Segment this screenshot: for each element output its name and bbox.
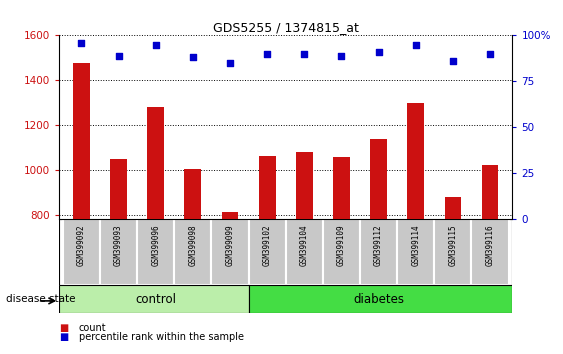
Bar	[482, 165, 498, 219]
Text: disease state: disease state	[6, 294, 75, 304]
Text: GSM399096: GSM399096	[151, 225, 160, 266]
Bar	[471, 219, 508, 285]
Text: GSM399099: GSM399099	[226, 225, 235, 266]
Bar	[222, 212, 238, 219]
Bar	[333, 156, 350, 219]
Bar	[296, 152, 312, 219]
Point	[411, 42, 420, 47]
Text: GSM399104: GSM399104	[300, 225, 309, 266]
Bar	[100, 219, 137, 285]
Bar	[148, 107, 164, 219]
Text: control: control	[135, 293, 176, 306]
Point	[114, 53, 123, 58]
Bar	[408, 103, 424, 219]
Text: GSM399116: GSM399116	[485, 225, 494, 266]
Bar	[249, 219, 286, 285]
Point	[77, 40, 86, 46]
Point	[263, 51, 272, 57]
Text: GSM399102: GSM399102	[263, 225, 272, 266]
Text: GSM399093: GSM399093	[114, 225, 123, 266]
Point	[189, 55, 198, 60]
Bar	[59, 285, 249, 313]
Bar	[434, 219, 471, 285]
Bar	[137, 219, 175, 285]
Bar	[63, 219, 100, 285]
Text: ■: ■	[59, 332, 68, 342]
Bar	[185, 169, 201, 219]
Text: GSM399114: GSM399114	[411, 225, 420, 266]
Title: GDS5255 / 1374815_at: GDS5255 / 1374815_at	[213, 21, 359, 34]
Bar	[110, 159, 127, 219]
Bar	[360, 219, 397, 285]
Point	[374, 49, 383, 55]
Text: GSM399109: GSM399109	[337, 225, 346, 266]
Bar	[445, 198, 461, 219]
Text: GSM399098: GSM399098	[189, 225, 198, 266]
Text: ■: ■	[59, 323, 68, 333]
Point	[151, 42, 160, 47]
Text: count: count	[79, 323, 106, 333]
Bar	[259, 156, 275, 219]
Text: GSM399112: GSM399112	[374, 225, 383, 266]
Text: diabetes: diabetes	[353, 293, 404, 306]
Point	[337, 53, 346, 58]
Bar	[249, 285, 512, 313]
Text: percentile rank within the sample: percentile rank within the sample	[79, 332, 244, 342]
Bar	[175, 219, 212, 285]
Bar	[212, 219, 249, 285]
Text: GSM399115: GSM399115	[448, 225, 457, 266]
Point	[448, 58, 457, 64]
Bar	[397, 219, 434, 285]
Point	[485, 51, 494, 57]
Bar	[323, 219, 360, 285]
Bar	[73, 63, 90, 219]
Point	[226, 60, 235, 66]
Text: GSM399092: GSM399092	[77, 225, 86, 266]
Bar	[370, 139, 387, 219]
Bar	[286, 219, 323, 285]
Point	[300, 51, 309, 57]
